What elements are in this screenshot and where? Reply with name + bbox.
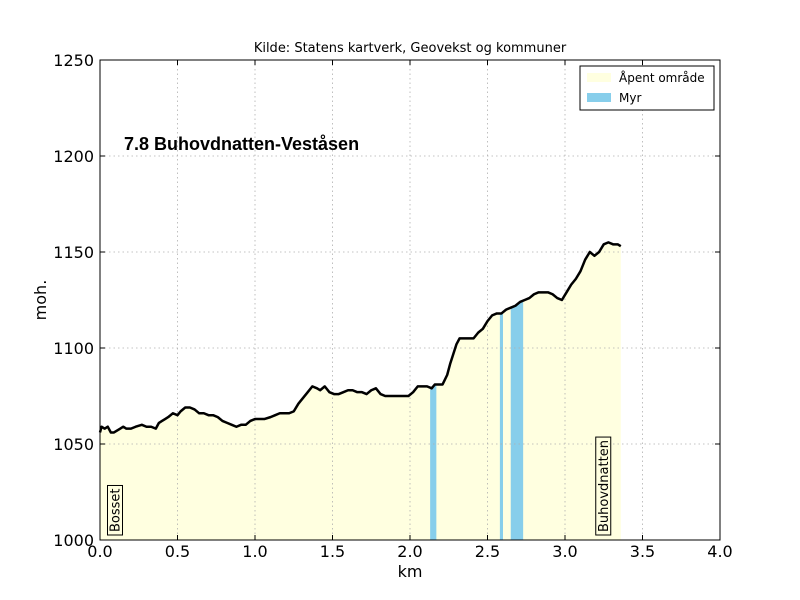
plot-area: 0.0 0.5 1.0 1.5 2.0 2.5 3.0 3.5 4.0 1000 1050 1100 1…: [53, 51, 732, 561]
x-tick-label: 2.0: [397, 542, 422, 561]
open-area-fill: [100, 242, 621, 540]
x-tick-label: 4.0: [707, 542, 732, 561]
end-place-label-box: [595, 436, 612, 536]
start-place-label-box: [107, 484, 123, 536]
legend: Åpent område Myr: [579, 65, 715, 111]
legend-swatch-myr: [587, 93, 611, 102]
elevation-line: [98, 241, 622, 434]
x-tick-label: 3.0: [552, 542, 577, 561]
start-place-label-text: Bosset: [109, 488, 124, 532]
x-tick-label: 0.0: [87, 542, 112, 561]
start-place-label: Bosset: [107, 484, 124, 536]
legend-label-myr: Myr: [619, 91, 641, 105]
x-tick-label: 1.5: [320, 542, 345, 561]
legend-label-apent-omrade: Åpent område: [619, 70, 705, 85]
end-place-label-text: Buhovdnatten: [597, 440, 612, 532]
y-tick-label: 1050: [53, 435, 94, 454]
inset-title: 7.8 Buhovdnatten-Veståsen: [124, 134, 359, 154]
x-tick-label: 0.5: [165, 542, 190, 561]
x-tick-label: 3.5: [630, 542, 655, 561]
x-axis-label: km: [398, 562, 423, 581]
y-tick-label: 1200: [53, 147, 94, 166]
legend-swatch-apent-omrade: [587, 73, 611, 82]
y-tick-label: 1000: [53, 531, 94, 550]
x-tick-label: 1.0: [242, 542, 267, 561]
y-tick-label: 1100: [53, 339, 94, 358]
myr-band-3: [510, 300, 524, 540]
chart-title: Kilde: Statens kartverk, Geovekst og kom…: [254, 41, 567, 56]
y-tick-label: 1150: [53, 243, 94, 262]
y-tick-label: 1250: [53, 51, 94, 70]
x-tick-label: 2.5: [475, 542, 500, 561]
myr-band-1: [430, 384, 437, 540]
y-axis-label: moh.: [31, 280, 50, 321]
myr-band-2: [499, 312, 503, 540]
end-place-label: Buhovdnatten: [595, 436, 612, 536]
